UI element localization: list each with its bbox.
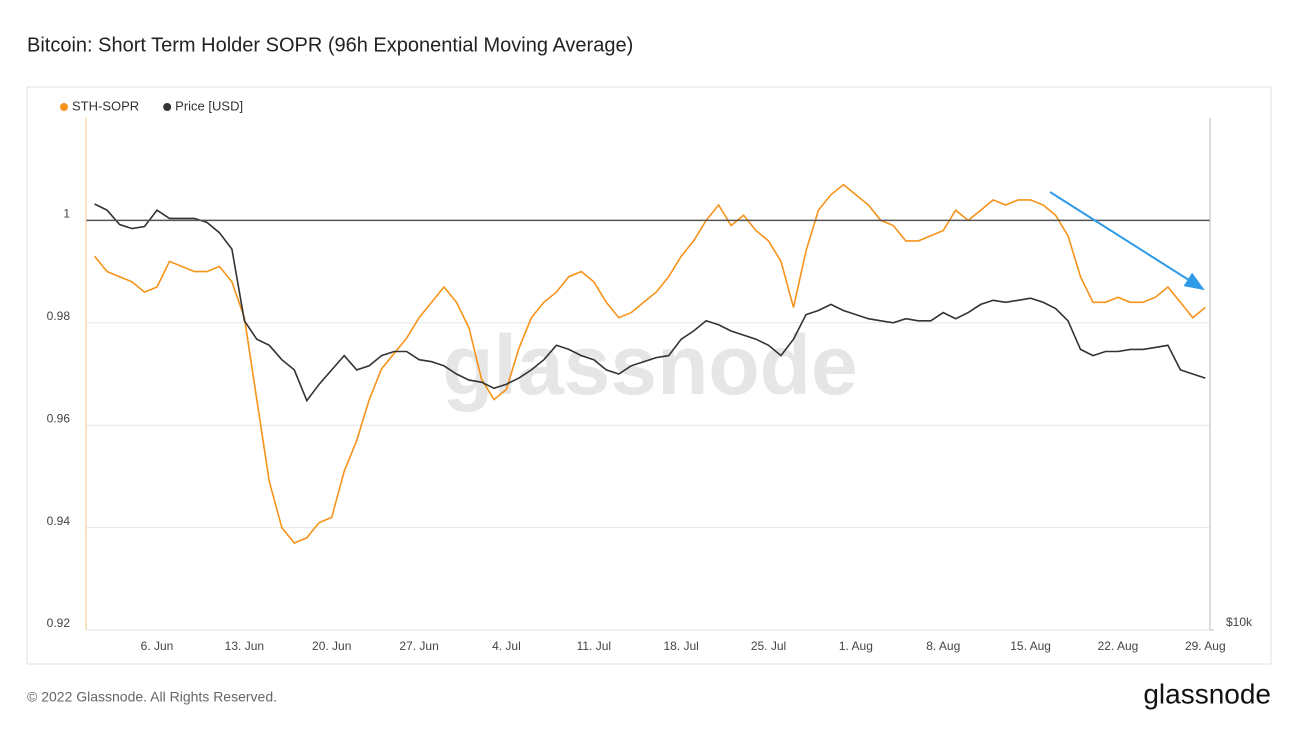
logo: glassnode (1143, 678, 1271, 709)
legend-label: Price [USD] (175, 98, 243, 113)
x-tick-label: 22. Aug (1098, 639, 1139, 653)
series-line (94, 203, 1206, 403)
chart-title: Bitcoin: Short Term Holder SOPR (96h Exp… (27, 34, 633, 56)
annotation-arrow (1049, 191, 1205, 291)
chart-frame (26, 86, 1272, 665)
x-tick-label: 1. Aug (839, 639, 873, 653)
x-tick-label: 6. Jun (141, 639, 174, 653)
x-tick-label: 4. Jul (492, 639, 521, 653)
footer: © 2022 Glassnode. All Rights Reserved. (27, 689, 277, 705)
y2-tick-label: $10k (1226, 615, 1253, 629)
y-tick-label: 0.94 (47, 514, 71, 528)
x-tick-label: 8. Aug (926, 639, 960, 653)
legend-marker (60, 103, 68, 111)
x-tick-label: 15. Aug (1010, 639, 1051, 653)
x-tick-label: 29. Aug (1185, 639, 1226, 653)
y-tick-label: 0.96 (47, 411, 71, 425)
y-tick-label: 0.98 (47, 309, 71, 323)
x-tick-label: 25. Jul (751, 639, 786, 653)
series-line (93, 183, 1206, 544)
x-tick-label: 11. Jul (577, 639, 611, 653)
y-tick-label: 0.92 (47, 616, 71, 630)
legend-marker (163, 103, 172, 111)
y-tick-label: 1 (63, 207, 70, 221)
x-tick-label: 27. Jun (399, 639, 438, 653)
legend-label: STH-SOPR (72, 98, 139, 113)
watermark: glassnode (442, 318, 857, 412)
x-tick-label: 20. Jun (312, 639, 351, 653)
x-tick-label: 13. Jun (225, 639, 264, 653)
x-tick-label: 18. Jul (663, 639, 698, 653)
